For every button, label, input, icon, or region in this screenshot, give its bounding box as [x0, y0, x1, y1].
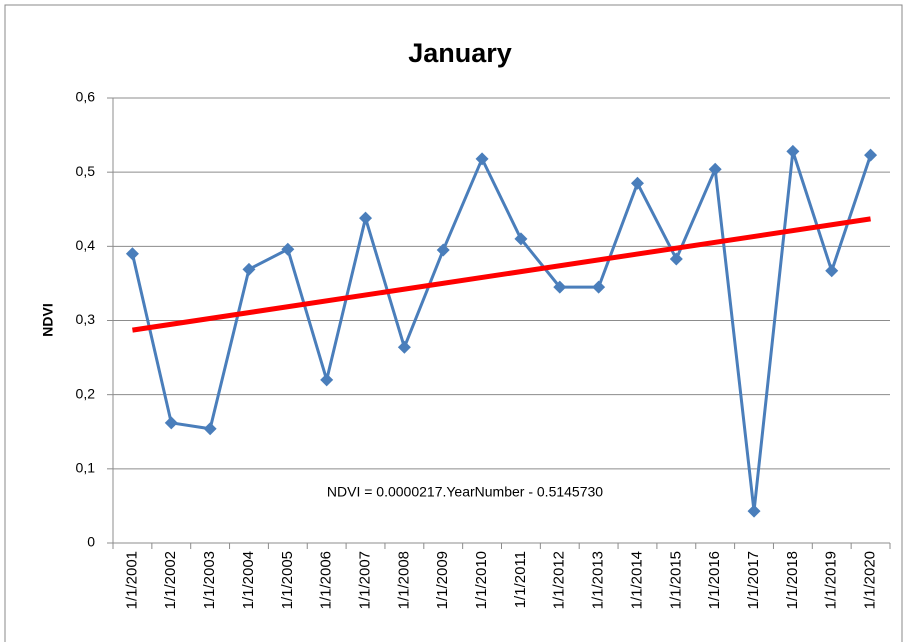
x-tick-label: 1/1/2009: [434, 551, 451, 609]
x-tick-label: 1/1/2011: [512, 551, 529, 608]
data-point: [164, 416, 178, 430]
y-tick-label: 0,3: [76, 311, 96, 327]
x-tick-label: 1/1/2006: [318, 551, 335, 609]
x-tick-label: 1/1/2007: [356, 551, 373, 609]
x-tick-label: 1/1/2017: [745, 551, 762, 609]
data-point: [708, 162, 722, 176]
y-tick-label: 0,2: [76, 385, 96, 401]
data-point: [786, 144, 800, 158]
x-tick-label: 1/1/2001: [123, 551, 140, 609]
data-point: [592, 280, 606, 294]
x-tick-label: 1/1/2008: [395, 551, 412, 609]
x-tick-label: 1/1/2014: [628, 551, 645, 609]
data-point: [125, 247, 139, 261]
x-tick-label: 1/1/2003: [201, 551, 218, 609]
trend-line: [132, 216, 871, 333]
data-point: [553, 280, 567, 294]
data-point: [475, 152, 489, 166]
data-point: [436, 243, 450, 257]
data-point: [514, 232, 528, 246]
y-tick-label: 0,4: [76, 237, 96, 253]
y-tick-label: 0: [87, 534, 95, 550]
x-tick-label: 1/1/2004: [240, 551, 257, 609]
x-tick-label: 1/1/2012: [551, 551, 568, 609]
x-tick-label: 1/1/2020: [862, 551, 879, 609]
x-tick-label: 1/1/2005: [279, 551, 296, 609]
x-tick-label: 1/1/2016: [706, 551, 723, 609]
x-tick-label: 1/1/2013: [590, 551, 607, 609]
data-point: [397, 340, 411, 354]
chart-border: [4, 4, 903, 642]
annotation: NDVI = 0.0000217.YearNumber - 0.5145730: [327, 484, 603, 500]
data-point: [359, 211, 373, 225]
y-tick-label: 0,6: [76, 89, 96, 105]
data-point: [669, 252, 683, 266]
data-point: [203, 422, 217, 436]
data-point: [864, 148, 878, 162]
data-point: [630, 176, 644, 190]
x-tick-label: 1/1/2002: [162, 551, 179, 609]
data-point: [320, 373, 334, 387]
x-tick-label: 1/1/2015: [667, 551, 684, 609]
data-point: [281, 242, 295, 256]
x-tick-label: 1/1/2018: [784, 551, 801, 609]
data-point: [825, 264, 839, 278]
y-axis-label: NDVI: [40, 303, 56, 336]
y-tick-label: 0,1: [76, 460, 96, 476]
y-tick-label: 0,5: [76, 163, 96, 179]
x-tick-label: 1/1/2010: [473, 551, 490, 609]
data-point: [242, 262, 256, 276]
data-point: [747, 504, 761, 518]
x-tick-label: 1/1/2019: [823, 551, 840, 609]
series-line: [130, 150, 872, 512]
chart-title: January: [408, 38, 512, 68]
